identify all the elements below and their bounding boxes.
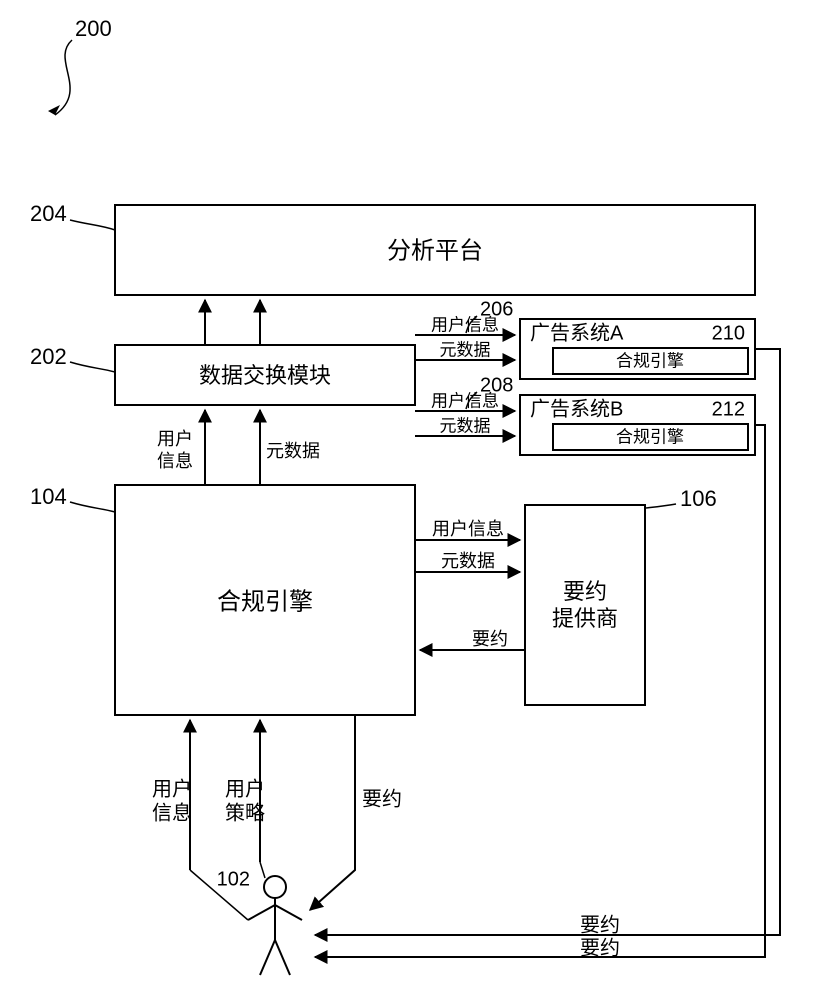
ad-system-a-label: 广告系统A bbox=[530, 321, 624, 344]
lbl-a-user-offer: 要约 bbox=[580, 913, 620, 936]
ad-system-b-engine-label: 合规引擎 bbox=[616, 427, 684, 446]
lbl-ce-dx-meta: 元数据 bbox=[266, 441, 320, 461]
offer-provider-l2: 提供商 bbox=[552, 606, 618, 631]
arrow-ce-to-user bbox=[310, 715, 355, 910]
lbl-user-ce-info-b: 信息 bbox=[152, 801, 192, 824]
ref-204-lead bbox=[70, 220, 115, 230]
compliance-engine-label: 合规引擎 bbox=[217, 588, 313, 615]
ref-202: 202 bbox=[30, 344, 67, 369]
data-exchange-label: 数据交换模块 bbox=[199, 363, 331, 388]
lbl-op-ce-offer: 要约 bbox=[472, 629, 508, 649]
lbl-dx-a-meta: 元数据 bbox=[440, 340, 491, 359]
ad-system-b-label: 广告系统B bbox=[530, 397, 623, 420]
ref-200: 200 bbox=[75, 16, 112, 41]
ref-106-lead bbox=[646, 504, 676, 508]
ad-system-a-engine-label: 合规引擎 bbox=[616, 351, 684, 370]
lbl-dx-a-userinfo: 用户信息 bbox=[431, 315, 499, 334]
lbl-ce-user-offer: 要约 bbox=[362, 787, 402, 810]
lbl-user-ce-info-a: 用户 bbox=[152, 777, 192, 800]
ref-102: 102 bbox=[217, 868, 250, 890]
ref-200-curve bbox=[55, 40, 72, 115]
analysis-platform-label: 分析平台 bbox=[387, 237, 483, 264]
ref-104-lead bbox=[70, 502, 115, 512]
lbl-ce-dx-userinfo-b: 信息 bbox=[157, 451, 193, 471]
user-lead-2 bbox=[260, 862, 265, 878]
lbl-ce-dx-userinfo-a: 用户 bbox=[157, 429, 193, 449]
user-icon bbox=[248, 876, 302, 975]
lbl-dx-b-meta: 元数据 bbox=[440, 416, 491, 435]
offer-provider-l1: 要约 bbox=[563, 579, 607, 604]
lbl-ce-op-meta: 元数据 bbox=[441, 551, 495, 571]
ref-202-lead bbox=[70, 362, 115, 372]
lbl-b-user-offer: 要约 bbox=[580, 936, 620, 959]
ref-212: 212 bbox=[712, 398, 745, 420]
lbl-user-ce-policy-a: 用户 bbox=[225, 777, 265, 800]
lbl-user-ce-policy-b: 策略 bbox=[225, 801, 265, 824]
lbl-dx-b-userinfo: 用户信息 bbox=[431, 391, 499, 410]
ref-104: 104 bbox=[30, 484, 67, 509]
ref-200-arrowhead bbox=[48, 105, 60, 115]
ref-204: 204 bbox=[30, 201, 67, 226]
ref-210: 210 bbox=[712, 322, 745, 344]
ref-106: 106 bbox=[680, 486, 717, 511]
lbl-ce-op-userinfo: 用户信息 bbox=[432, 519, 504, 539]
